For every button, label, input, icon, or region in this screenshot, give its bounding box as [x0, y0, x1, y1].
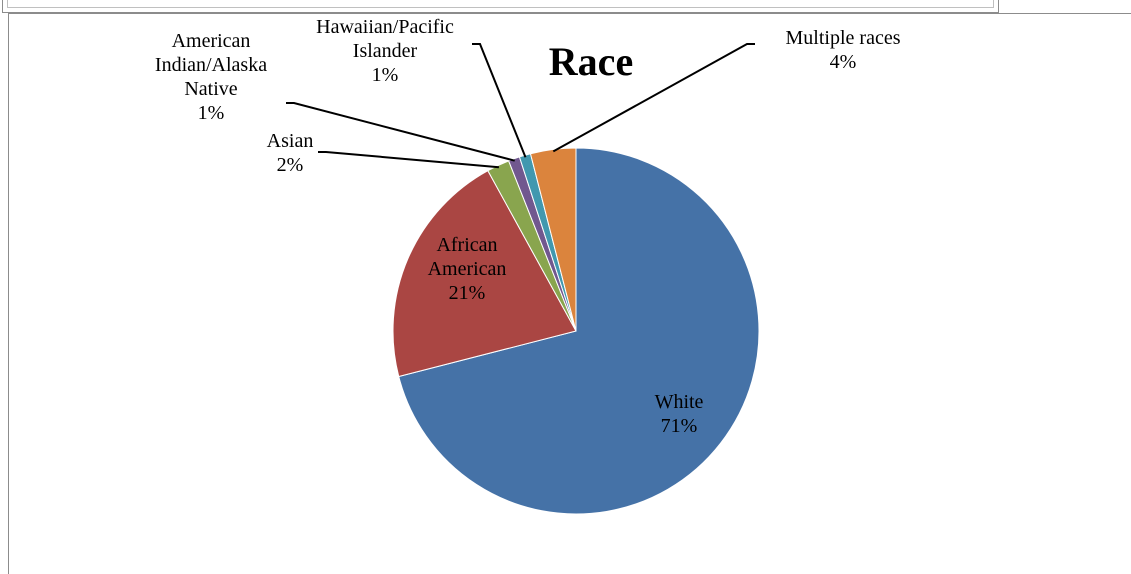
data-label-multiple-races: Multiple races 4% [786, 27, 901, 73]
pie-slice-african-american [392, 169, 577, 378]
leader-lines [286, 43, 755, 169]
data-label-african-american: African American 21% [428, 234, 507, 304]
top-panel-inner [7, 0, 994, 8]
leader-line-asian [318, 151, 499, 169]
data-label-american-indian-alaska-native: American Indian/Alaska Native 1% [155, 30, 267, 124]
top-panel [2, 0, 999, 13]
pie-slice-multiple-races [529, 147, 577, 332]
data-label-hawaiian-pacific-islander: Hawaiian/Pacific Islander 1% [316, 16, 454, 86]
pie-slices [392, 147, 760, 515]
leader-line-multiple-races [552, 43, 755, 153]
pie-slice-white [398, 147, 760, 515]
chart-title: Race [549, 39, 633, 84]
slice-labels: White 71% African American 21% Asian 2%America… [155, 16, 901, 437]
leader-line-hawaiian-pacific-islander [472, 43, 527, 158]
leader-line-american-indian-alaska-native [286, 102, 515, 162]
data-label-white: White 71% [655, 391, 704, 437]
data-label-asian: Asian 2% [267, 130, 314, 176]
